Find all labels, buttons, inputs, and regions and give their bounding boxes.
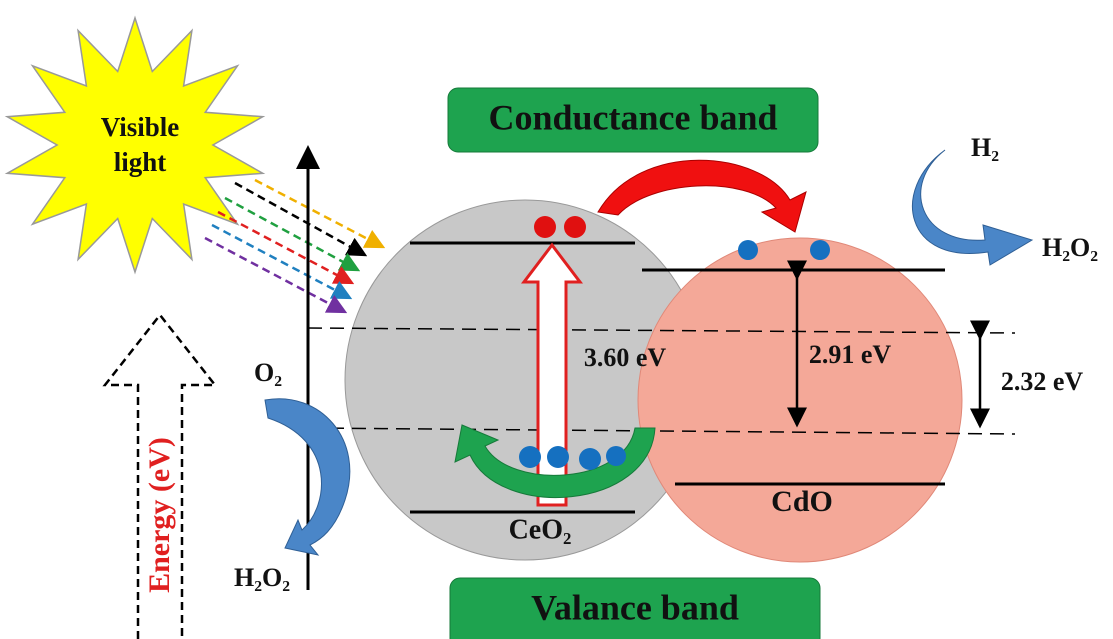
electrons: [738, 240, 830, 260]
h2o2-label: H₂O₂: [1042, 233, 1098, 262]
sun: [4, 15, 266, 275]
sun-label: Visible: [101, 112, 180, 142]
cb-label: Conductance band: [488, 97, 777, 137]
o2-label: O₂: [254, 358, 282, 387]
light-rays: [204, 178, 386, 314]
reaction-arrow: [912, 149, 1034, 266]
electron-transfer-arrow: [597, 159, 807, 233]
vb-label: Valance band: [531, 587, 739, 627]
vb-box: [449, 577, 821, 639]
energy-label: Energy (eV): [143, 437, 176, 593]
level-line: [307, 327, 1016, 334]
electrons: [534, 216, 586, 238]
sun-label: light: [114, 147, 167, 177]
cdo-gap: 2.91 eV: [809, 340, 892, 369]
reaction-arrow: [264, 398, 351, 556]
ceo2-gap: 3.60 eV: [584, 343, 667, 372]
ceo2-label: CeO₂: [509, 514, 572, 545]
hole-transfer-arrow: [454, 424, 656, 498]
level-line: [307, 427, 1016, 435]
excitation-arrow: [520, 242, 584, 507]
offset-label: 2.32 eV: [1001, 367, 1084, 396]
h2o2-label: H₂O₂: [234, 563, 290, 592]
cb-box: [447, 87, 819, 153]
cdo-label: CdO: [771, 485, 833, 518]
h2-label: H₂: [971, 133, 999, 162]
energy-arrow: [102, 312, 218, 639]
holes: [519, 446, 626, 470]
